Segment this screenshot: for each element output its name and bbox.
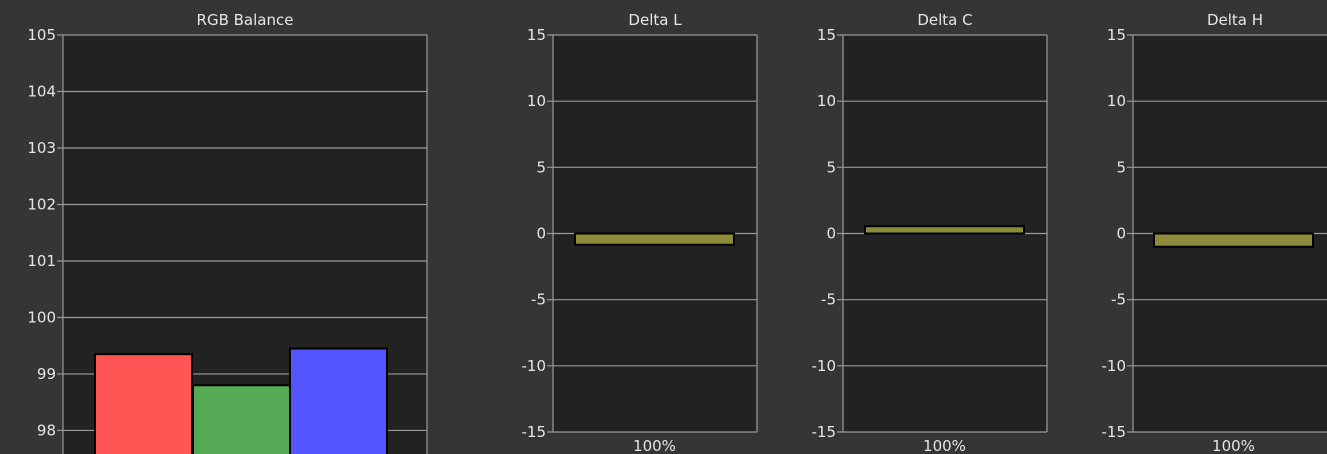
y-tick-label: 0 — [826, 225, 836, 243]
chart-title: Delta C — [917, 11, 972, 29]
chart-title: RGB Balance — [197, 11, 294, 29]
bar — [289, 347, 388, 454]
chart-2: Delta C 15 10 5 0 -5 -10 -15 100% — [812, 11, 1048, 454]
bar — [94, 353, 193, 454]
y-tick-label: 103 — [27, 139, 56, 157]
bar — [864, 225, 1025, 235]
x-category-label: 100% — [923, 437, 966, 454]
chart-3: Delta H 15 10 5 0 -5 -10 -15 100% — [1102, 11, 1327, 454]
y-tick-label: -15 — [812, 423, 837, 441]
y-tick-label: 5 — [1116, 158, 1126, 176]
y-tick-label: 98 — [37, 421, 56, 439]
y-tick-label: -5 — [531, 291, 546, 309]
bar — [192, 384, 291, 454]
x-category-label: 100% — [633, 437, 676, 454]
y-tick-label: 101 — [27, 252, 56, 270]
y-tick-label: 5 — [536, 158, 546, 176]
x-category-label: 100% — [1212, 437, 1255, 454]
y-tick-label: 15 — [1107, 26, 1126, 44]
y-tick-label: 10 — [817, 92, 836, 110]
y-tick-label: 100 — [27, 308, 56, 326]
y-tick-label: 5 — [826, 158, 836, 176]
y-tick-label: 105 — [27, 26, 56, 44]
y-tick-label: -10 — [522, 357, 547, 375]
y-tick-label: -5 — [821, 291, 836, 309]
y-tick-label: 104 — [27, 82, 56, 100]
y-tick-label: 99 — [37, 365, 56, 383]
y-tick-label: -15 — [1102, 423, 1127, 441]
y-tick-label: 15 — [817, 26, 836, 44]
chart-1: Delta L 15 10 5 0 -5 -10 -15 100% — [522, 11, 758, 454]
y-tick-label: 0 — [1116, 225, 1126, 243]
chart-0: RGB Balance 105 104 103 102 101 100 99 98 — [27, 11, 428, 454]
y-tick-label: -15 — [522, 423, 547, 441]
chart-title: Delta L — [628, 11, 682, 29]
y-tick-label: -10 — [1102, 357, 1127, 375]
bar — [1153, 232, 1314, 248]
chart-title: Delta H — [1207, 11, 1263, 29]
bar — [574, 232, 735, 246]
y-tick-label: 10 — [527, 92, 546, 110]
y-tick-label: 15 — [527, 26, 546, 44]
y-tick-label: -10 — [812, 357, 837, 375]
y-tick-label: 102 — [27, 195, 56, 213]
y-tick-label: -5 — [1111, 291, 1126, 309]
y-tick-label: 10 — [1107, 92, 1126, 110]
y-tick-label: 0 — [536, 225, 546, 243]
